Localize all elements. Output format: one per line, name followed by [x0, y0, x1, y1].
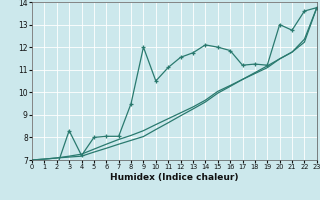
X-axis label: Humidex (Indice chaleur): Humidex (Indice chaleur) — [110, 173, 239, 182]
